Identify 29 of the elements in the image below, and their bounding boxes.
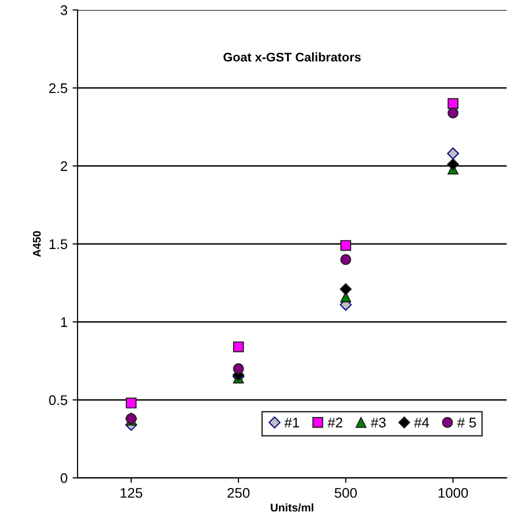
point [233,341,244,352]
point [340,283,352,296]
point [448,107,458,118]
x-axis-title: Units/ml [270,503,314,512]
legend-label: #4 [414,418,430,428]
y-tick-label: 0.5 [49,395,68,406]
point [233,363,244,374]
text: Goat x-GST Calibrators [224,52,361,62]
y-tick-label: 1.5 [50,239,68,250]
y-tick-label: 2.5 [49,83,68,94]
legend-label: #3 [370,418,386,428]
x-tick-label: 500 [334,488,357,498]
x-tick-label: 250 [228,488,250,498]
x-tick-label: 125 [120,488,142,498]
legend-label: # 5 [457,418,476,428]
point [447,158,459,170]
point [126,398,137,408]
point [340,240,352,251]
y-axis-title: A450 [32,231,41,257]
point [448,98,458,109]
y-tick-label: 3 [60,5,68,16]
legend-label: #1 [284,418,300,428]
point [447,148,459,160]
y-tick-label: 1 [61,317,68,327]
x-tick-label: 1000 [438,488,468,498]
y-tick-label: 0 [60,473,68,484]
point [340,254,352,265]
legend-label: #2 [328,418,342,428]
y-tick-label: 2 [60,161,68,171]
